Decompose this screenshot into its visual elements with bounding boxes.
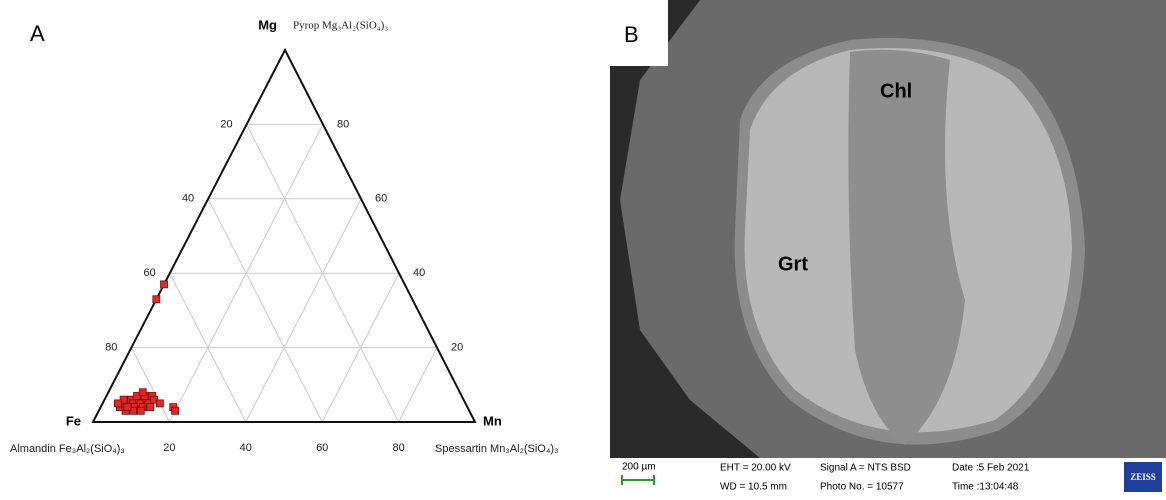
info: Photo No. = 10577: [820, 482, 904, 493]
brand: ZEISS: [1130, 472, 1156, 482]
panel-label-box: [610, 0, 668, 66]
grid-line: [169, 272, 247, 423]
mineral-label: Grt: [778, 253, 808, 275]
data-point: [152, 295, 161, 304]
info: Signal A = NTS BSD: [820, 463, 911, 474]
tick-label: 80: [392, 442, 404, 454]
grid-line: [398, 347, 438, 423]
grid-line: [321, 272, 400, 423]
panel-label: B: [624, 22, 639, 47]
tick-label: 20: [163, 442, 175, 454]
data-point: [113, 399, 122, 408]
tick-label: 60: [316, 442, 328, 454]
vertex-label: Fe: [66, 413, 81, 428]
info: EHT = 20.00 kV: [720, 463, 791, 474]
data-point: [160, 280, 168, 289]
chlorite-band: [848, 49, 965, 445]
scale-bar: [621, 475, 655, 485]
mineral-label: Chl: [880, 80, 912, 102]
data-point: [146, 403, 155, 412]
tick-label: 20: [451, 342, 463, 354]
info: WD = 10.5 mm: [720, 482, 787, 493]
vertex-label: Mn: [483, 413, 502, 428]
endmember-label: Pyrop Mg₃Al₂(SiO₄)₃: [293, 20, 388, 32]
grid-line: [207, 198, 323, 423]
vertex-label: Mg: [258, 17, 277, 32]
grid-line: [245, 198, 362, 423]
triangle: [91, 47, 477, 423]
tick-label: 40: [413, 267, 425, 279]
tick-label: 60: [144, 267, 156, 279]
info: Time :13:04:48: [952, 482, 1019, 493]
tick-label: 80: [105, 342, 117, 354]
data-point: [136, 406, 145, 415]
endmember-label: Almandin Fe₃Al₂(SiO₄)₃: [10, 443, 125, 455]
tick-label: 20: [220, 118, 232, 130]
info: Date :5 Feb 2021: [952, 463, 1030, 474]
tick-label: 80: [337, 118, 349, 130]
grid-line: [130, 347, 170, 423]
data-point: [123, 403, 132, 412]
data-point: [138, 388, 147, 397]
data-point: [155, 399, 164, 408]
sem-image: B Chl Grt 200 µm EHT = 20.00 kV WD = 10.…: [610, 0, 1166, 493]
panel-label: A: [30, 21, 45, 46]
tick-label: 40: [182, 193, 194, 205]
brand-box: [1124, 462, 1162, 492]
data-point: [171, 406, 180, 415]
endmember-label: Spessartin Mn₃Al₂(SiO₄)₃: [435, 443, 558, 455]
tick-label: 60: [375, 193, 387, 205]
scale-bar-label: 200 µm: [622, 462, 656, 473]
tick-label: 40: [240, 442, 252, 454]
